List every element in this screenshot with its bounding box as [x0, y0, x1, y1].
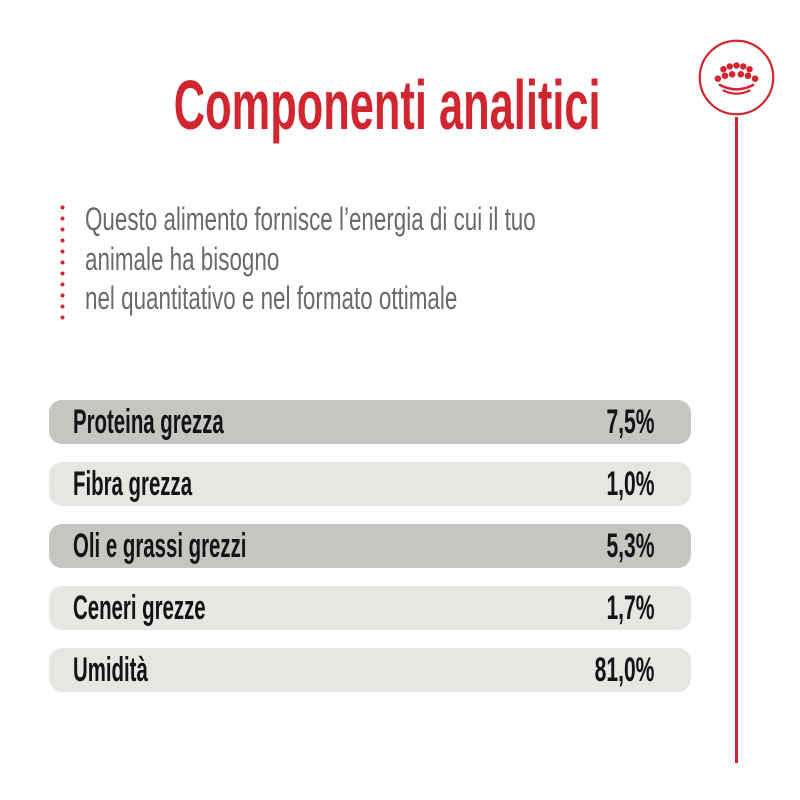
- table-row: Fibra grezza 1,0%: [49, 462, 691, 506]
- row-value: 7,5%: [605, 402, 654, 441]
- row-value: 5,3%: [605, 526, 654, 565]
- row-label: Umidità: [73, 650, 148, 689]
- table-row: Oli e grassi grezzi 5,3%: [49, 524, 691, 568]
- row-label: Oli e grassi grezzi: [73, 526, 247, 565]
- brand-logo: [697, 38, 776, 117]
- analytical-components-table: Proteina grezza 7,5% Fibra grezza 1,0% O…: [49, 400, 691, 710]
- table-row: Proteina grezza 7,5%: [49, 400, 691, 444]
- table-row: Ceneri grezze 1,7%: [49, 586, 691, 630]
- page-title-text: Componenti analitici: [173, 66, 601, 144]
- intro-paragraph: Questo alimento fornisce l’energia di cu…: [85, 200, 729, 319]
- intro-line: Questo alimento fornisce l’energia di cu…: [85, 201, 536, 237]
- page-title: Componenti analitici: [0, 70, 774, 140]
- row-value: 1,7%: [605, 588, 654, 627]
- vertical-accent-line: [735, 117, 738, 763]
- row-value: 1,0%: [605, 464, 654, 503]
- row-label: Fibra grezza: [73, 464, 193, 503]
- dotted-accent-line: [60, 202, 65, 323]
- row-label: Proteina grezza: [73, 402, 224, 441]
- row-label: Ceneri grezze: [73, 588, 206, 627]
- table-row: Umidità 81,0%: [49, 648, 691, 692]
- row-value: 81,0%: [594, 650, 654, 689]
- royal-canin-crown-icon: [698, 39, 775, 116]
- intro-line: animale ha bisogno: [85, 240, 280, 277]
- intro-line: nel quantitativo e nel formato ottimale: [85, 280, 458, 316]
